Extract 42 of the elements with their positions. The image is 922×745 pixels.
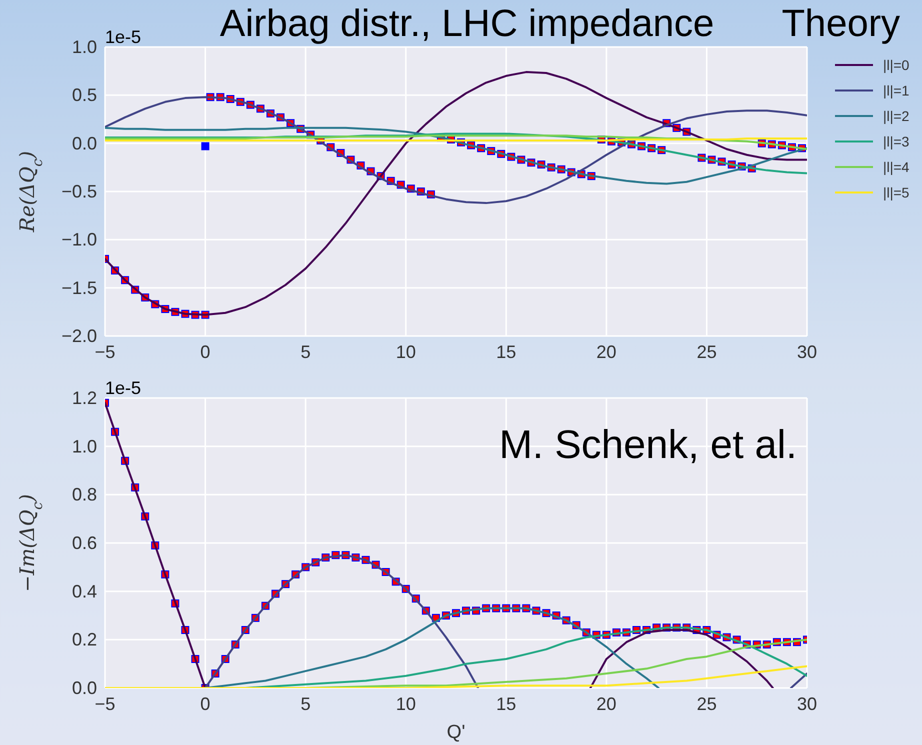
y-tick-label: 0.2 bbox=[72, 630, 97, 650]
legend-label: |l|=0 bbox=[883, 57, 910, 73]
x-tick-label: 25 bbox=[696, 694, 717, 714]
y-tick-label: 0.5 bbox=[72, 85, 97, 106]
legend-label: |l|=5 bbox=[883, 184, 910, 200]
legend-label: |l|=3 bbox=[883, 134, 910, 150]
x-tick-label: 25 bbox=[696, 342, 717, 362]
x-tick-label: 30 bbox=[796, 342, 818, 362]
x-tick-label: 15 bbox=[496, 342, 516, 362]
annotation: M. Schenk, et al. bbox=[499, 423, 797, 467]
x-tick-label: 10 bbox=[396, 694, 416, 714]
x-tick-label: 0 bbox=[200, 694, 210, 714]
legend-label: |l|=1 bbox=[883, 82, 910, 98]
y-tick-label: −0.5 bbox=[61, 182, 97, 202]
y-tick-label: 0.0 bbox=[72, 678, 97, 698]
x-tick-label: −5 bbox=[94, 694, 116, 714]
y-tick-label: 1.0 bbox=[72, 436, 97, 456]
x-tick-label: 20 bbox=[596, 694, 616, 714]
x-tick-label: 5 bbox=[300, 694, 311, 714]
y-tick-label: 0.6 bbox=[72, 533, 97, 553]
y-tick-label: 0.8 bbox=[72, 484, 97, 505]
text: Theory bbox=[782, 3, 900, 45]
x-tick-label: 0 bbox=[200, 342, 210, 362]
annotation: 1e-5 bbox=[105, 27, 142, 47]
y-tick-label: −1.0 bbox=[61, 230, 97, 250]
x-tick-label: 10 bbox=[396, 342, 416, 362]
legend-label: |l|=4 bbox=[883, 159, 910, 175]
x-tick-label: 5 bbox=[300, 342, 311, 362]
y-tick-label: 0.0 bbox=[72, 133, 97, 154]
x-axis-title: Q' bbox=[446, 722, 466, 743]
x-tick-label: 30 bbox=[796, 694, 818, 714]
x-tick-label: 20 bbox=[596, 342, 616, 362]
text: 1e-5 bbox=[105, 378, 142, 398]
x-tick-label: 15 bbox=[496, 694, 516, 714]
y-tick-label: 0.4 bbox=[72, 581, 97, 602]
y-tick-label: −1.5 bbox=[61, 278, 97, 298]
y-tick-label: 1.2 bbox=[72, 388, 97, 408]
x-tick-label: −5 bbox=[94, 342, 116, 362]
chart-title: Airbag distr., LHC impedance bbox=[220, 3, 714, 45]
y-tick-label: 1.0 bbox=[72, 37, 97, 57]
y-tick-label: −2.0 bbox=[61, 326, 97, 346]
legend-label: |l|=2 bbox=[883, 108, 910, 124]
